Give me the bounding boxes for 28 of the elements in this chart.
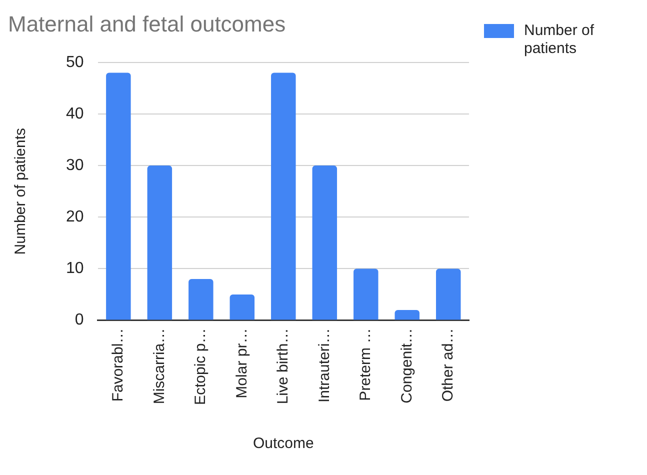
x-tick-label: Intrauteri…	[316, 328, 333, 403]
y-tick-label: 30	[66, 156, 84, 174]
bar	[312, 166, 338, 320]
bar	[354, 268, 378, 320]
x-tick-label: Miscarria…	[150, 328, 168, 404]
x-tick-label: Live birth…	[274, 328, 292, 404]
x-tick-label: Favorabl…	[110, 328, 127, 402]
x-tick-label: Preterm …	[357, 328, 374, 401]
bar	[188, 279, 214, 320]
y-tick-label: 0	[74, 312, 84, 329]
y-tick-label: 20	[66, 208, 84, 226]
y-tick-label: 10	[66, 260, 84, 278]
x-axis-title: Outcome	[252, 435, 314, 452]
y-tick-label: 50	[66, 54, 84, 71]
x-tick-label: Congenit…	[398, 328, 416, 404]
bar	[271, 72, 296, 320]
legend-label: Number of patients	[524, 22, 596, 58]
x-tick-label: Other ad…	[440, 328, 457, 402]
x-tick-label: Ectopic p…	[192, 328, 210, 406]
bar	[230, 294, 255, 320]
x-tick-label: Molar pr…	[233, 328, 250, 398]
y-tick-label: 40	[66, 105, 84, 122]
chart-title: Maternal and fetal outcomes	[8, 11, 286, 36]
y-axis-title: Number of patients	[12, 128, 30, 255]
bar	[394, 310, 420, 320]
bar	[106, 72, 131, 320]
bar	[147, 166, 172, 320]
bar	[436, 268, 461, 320]
